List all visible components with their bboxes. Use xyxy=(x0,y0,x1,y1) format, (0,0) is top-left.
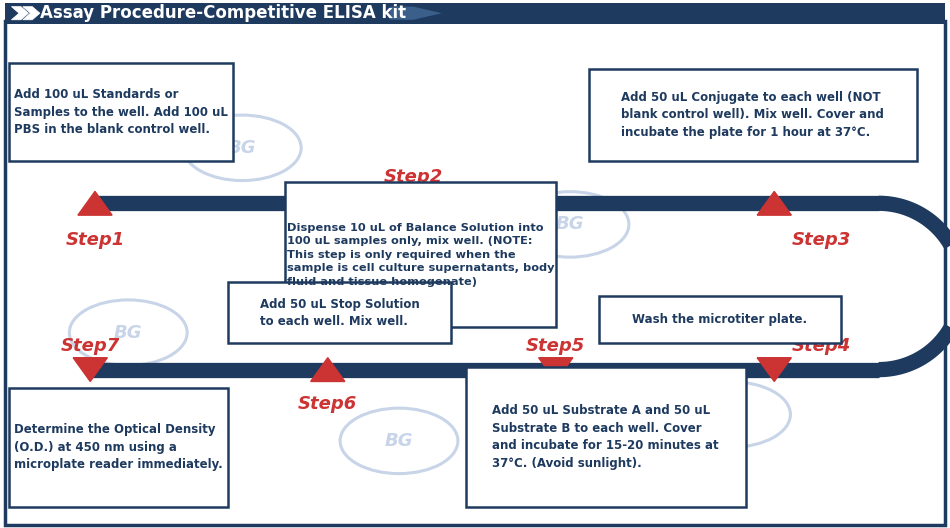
Text: Wash the microtiter plate.: Wash the microtiter plate. xyxy=(632,313,808,326)
Text: BG: BG xyxy=(556,215,584,233)
Polygon shape xyxy=(311,358,345,381)
Text: Step5: Step5 xyxy=(526,337,585,355)
Polygon shape xyxy=(539,358,573,381)
Polygon shape xyxy=(11,7,28,20)
FancyBboxPatch shape xyxy=(5,3,945,24)
Polygon shape xyxy=(757,358,791,381)
Text: BG: BG xyxy=(228,139,256,157)
Polygon shape xyxy=(390,7,442,20)
Text: Step4: Step4 xyxy=(792,337,851,355)
Polygon shape xyxy=(757,192,791,215)
Text: Step7: Step7 xyxy=(61,337,120,355)
Text: BG: BG xyxy=(385,432,413,450)
Text: Step6: Step6 xyxy=(298,395,357,413)
Polygon shape xyxy=(23,7,40,20)
Text: Step2: Step2 xyxy=(384,168,443,186)
Text: Add 50 uL Conjugate to each well (NOT
blank control well). Mix well. Cover and
i: Add 50 uL Conjugate to each well (NOT bl… xyxy=(621,91,884,139)
Text: BG: BG xyxy=(717,406,746,423)
Text: BG: BG xyxy=(114,324,142,342)
FancyBboxPatch shape xyxy=(10,63,233,161)
Text: Assay Procedure-Competitive ELISA kit: Assay Procedure-Competitive ELISA kit xyxy=(40,4,406,22)
FancyBboxPatch shape xyxy=(5,21,945,525)
Polygon shape xyxy=(396,192,430,215)
Polygon shape xyxy=(78,192,112,215)
FancyBboxPatch shape xyxy=(228,282,451,343)
Text: Add 50 uL Stop Solution
to each well. Mix well.: Add 50 uL Stop Solution to each well. Mi… xyxy=(259,298,420,328)
Text: Determine the Optical Density
(O.D.) at 450 nm using a
microplate reader immedia: Determine the Optical Density (O.D.) at … xyxy=(14,423,223,472)
FancyBboxPatch shape xyxy=(598,296,841,343)
Text: Step1: Step1 xyxy=(66,231,124,249)
Text: Add 50 uL Substrate A and 50 uL
Substrate B to each well. Cover
and incubate for: Add 50 uL Substrate A and 50 uL Substrat… xyxy=(492,404,719,470)
Polygon shape xyxy=(73,358,107,381)
FancyBboxPatch shape xyxy=(285,182,556,327)
FancyBboxPatch shape xyxy=(589,69,917,161)
FancyBboxPatch shape xyxy=(10,388,228,507)
Text: Dispense 10 uL of Balance Solution into
100 uL samples only, mix well. (NOTE:
Th: Dispense 10 uL of Balance Solution into … xyxy=(287,223,554,287)
FancyBboxPatch shape xyxy=(466,367,746,507)
Text: Add 100 uL Standards or
Samples to the well. Add 100 uL
PBS in the blank control: Add 100 uL Standards or Samples to the w… xyxy=(14,88,228,136)
Text: Step3: Step3 xyxy=(792,231,851,249)
